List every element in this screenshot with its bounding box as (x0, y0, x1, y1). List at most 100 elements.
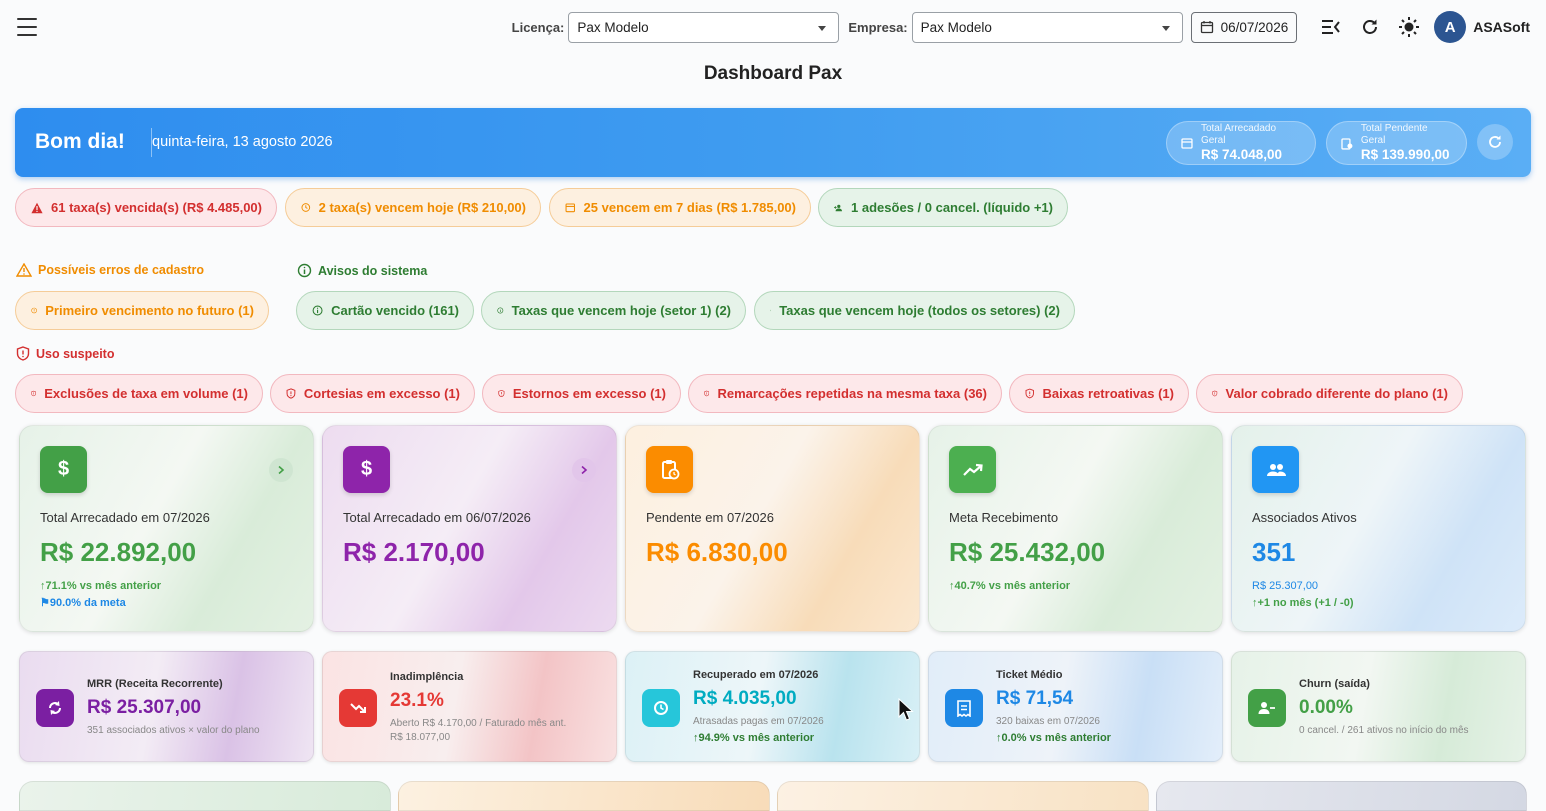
card-title: Meta Recebimento (949, 510, 1058, 525)
bottom-card-4[interactable] (1156, 781, 1527, 811)
card-total-arrecadado-dia[interactable]: $ Total Arrecadado em 06/07/2026 R$ 2.17… (322, 425, 617, 632)
section-suspeito-title: Uso suspeito (16, 346, 115, 361)
licenca-select[interactable]: Pax Modelo (568, 12, 839, 43)
total-pendente-geral: Total Pendente Geral R$ 139.990,00 (1326, 121, 1467, 165)
chip-valor-diferente[interactable]: Valor cobrado diferente do plano (1) (1196, 374, 1463, 413)
total-pendente-geral-value: R$ 139.990,00 (1361, 147, 1454, 163)
bottom-card-2[interactable] (398, 781, 770, 811)
empresa-value: Pax Modelo (921, 20, 992, 35)
chip-taxas-todos-setores[interactable]: Taxas que vencem hoje (todos os setores)… (754, 291, 1075, 330)
mini-card-ticket-medio[interactable]: Ticket Médio R$ 71,54 320 baixas em 07/2… (928, 651, 1223, 762)
section-title-text: Possíveis erros de cadastro (38, 263, 204, 277)
trending-up-icon (949, 446, 996, 493)
chip-exclusoes[interactable]: Exclusões de taxa em volume (1) (15, 374, 263, 413)
section-title-text: Avisos do sistema (318, 264, 427, 278)
shield-alert-icon (16, 346, 30, 361)
chip-label: Taxas que vencem hoje (setor 1) (2) (512, 303, 731, 318)
mini-card-sub: 351 associados ativos × valor do plano (87, 724, 260, 738)
refresh-icon[interactable] (1354, 11, 1386, 43)
person-remove-icon (1248, 689, 1286, 727)
card-title: Pendente em 07/2026 (646, 510, 774, 525)
chip-label: 25 vencem em 7 dias (R$ 1.785,00) (584, 200, 796, 215)
total-arrecadado-geral-value: R$ 74.048,00 (1201, 147, 1303, 163)
card-meta: ⚑90.0% da meta (40, 596, 126, 609)
shield-alert-icon (704, 386, 709, 401)
group-icon (1252, 446, 1299, 493)
warning-icon (31, 201, 43, 215)
bottom-card-1[interactable] (19, 781, 391, 811)
shield-alert-icon (286, 386, 296, 401)
mini-card-growth: ↑0.0% vs mês anterior (996, 732, 1111, 744)
card-growth: ↑+1 no mês (+1 / -0) (1252, 597, 1353, 609)
mini-card-sub: 320 baixas em 07/2026 (996, 715, 1100, 729)
chip-vencem-hoje[interactable]: 2 taxa(s) vencem hoje (R$ 210,00) (285, 188, 541, 227)
card-pendente[interactable]: Pendente em 07/2026 R$ 6.830,00 (625, 425, 920, 632)
section-sistema-title: Avisos do sistema (297, 263, 427, 278)
clipboard-clock-icon (1341, 137, 1353, 150)
mini-card-value: R$ 25.307,00 (87, 697, 201, 719)
card-value: R$ 22.892,00 (40, 537, 196, 568)
chip-taxas-vencidas[interactable]: 61 taxa(s) vencida(s) (R$ 4.485,00) (15, 188, 277, 227)
greeting-banner: Bom dia! quinta-feira, 13 agosto 2026 To… (15, 108, 1531, 177)
licenca-label: Licença: (512, 20, 565, 35)
mini-card-growth-text: 0.0% vs mês anterior (1002, 732, 1111, 744)
chip-cartao-vencido[interactable]: Cartão vencido (161) (296, 291, 474, 330)
chip-label: Cortesias em excesso (1) (304, 386, 460, 401)
mini-card-mrr[interactable]: MRR (Receita Recorrente) R$ 25.307,00 35… (19, 651, 314, 762)
licenca-value: Pax Modelo (577, 20, 648, 35)
mini-card-recuperado[interactable]: Recuperado em 07/2026 R$ 4.035,00 Atrasa… (625, 651, 920, 762)
card-mrr: R$ 25.307,00 (1252, 580, 1318, 592)
card-meta-recebimento[interactable]: Meta Recebimento R$ 25.432,00 ↑40.7% vs … (928, 425, 1223, 632)
shield-alert-icon (498, 386, 505, 401)
date-picker[interactable]: 06/07/2026 (1191, 12, 1298, 43)
mini-card-sub: Aberto R$ 4.170,00 / Faturado mês ant. (390, 717, 566, 731)
mini-card-sub: Atrasadas pagas em 07/2026 (693, 715, 824, 729)
chip-taxas-setor-1[interactable]: Taxas que vencem hoje (setor 1) (2) (481, 291, 746, 330)
mini-card-growth-text: 94.9% vs mês anterior (699, 732, 815, 744)
chip-vencem-7-dias[interactable]: 25 vencem em 7 dias (R$ 1.785,00) (549, 188, 811, 227)
card-value: R$ 6.830,00 (646, 537, 788, 568)
chevron-down-icon (1162, 26, 1170, 31)
info-icon (497, 303, 504, 318)
chevron-right-icon[interactable] (269, 458, 293, 482)
empresa-select[interactable]: Pax Modelo (912, 12, 1183, 43)
card-value: 351 (1252, 537, 1295, 568)
chip-estornos[interactable]: Estornos em excesso (1) (482, 374, 681, 413)
avatar[interactable]: A (1434, 11, 1466, 43)
card-title: Total Arrecadado em 07/2026 (40, 510, 210, 525)
empresa-label: Empresa: (848, 20, 907, 35)
info-icon (770, 303, 771, 318)
chip-baixas-retroativas[interactable]: Baixas retroativas (1) (1009, 374, 1189, 413)
hero-refresh-icon[interactable] (1477, 124, 1513, 160)
chip-adesoes[interactable]: 1 adesões / 0 cancel. (líquido +1) (818, 188, 1068, 227)
top-bar: Licença: Pax Modelo Empresa: Pax Modelo … (0, 0, 1546, 54)
mini-card-inadimplencia[interactable]: Inadimplência 23.1% Aberto R$ 4.170,00 /… (322, 651, 617, 762)
section-title-text: Uso suspeito (36, 347, 115, 361)
bottom-card-3[interactable] (777, 781, 1149, 811)
user-name[interactable]: ASASoft (1473, 19, 1530, 35)
page-title: Dashboard Pax (0, 63, 1546, 85)
chevron-down-icon (818, 26, 826, 31)
chevron-right-icon[interactable] (572, 458, 596, 482)
trending-down-icon (339, 689, 377, 727)
chip-primeiro-vencimento[interactable]: Primeiro vencimento no futuro (1) (15, 291, 269, 330)
mini-card-sub: 0 cancel. / 261 ativos no início do mês (1299, 724, 1469, 738)
hamburger-menu-icon[interactable] (16, 17, 38, 37)
mini-card-churn[interactable]: Churn (saída) 0.00% 0 cancel. / 261 ativ… (1231, 651, 1526, 762)
flag-icon: ⚑ (40, 597, 50, 609)
card-growth-text: 40.7% vs mês anterior (955, 580, 1071, 592)
chip-label: 2 taxa(s) vencem hoje (R$ 210,00) (319, 200, 526, 215)
chip-cortesias[interactable]: Cortesias em excesso (1) (270, 374, 475, 413)
date-value: 06/07/2026 (1221, 20, 1289, 35)
theme-toggle-sun-icon[interactable] (1393, 11, 1425, 43)
mini-card-value: 0.00% (1299, 697, 1353, 719)
mini-card-value: 23.1% (390, 690, 444, 712)
card-associados-ativos[interactable]: Associados Ativos 351 R$ 25.307,00 ↑+1 n… (1231, 425, 1526, 632)
card-growth: ↑40.7% vs mês anterior (949, 580, 1070, 592)
clock-icon (301, 200, 311, 215)
chip-label: Cartão vencido (161) (331, 303, 459, 318)
total-pendente-geral-label: Total Pendente Geral (1361, 123, 1454, 147)
card-total-arrecadado-mes[interactable]: $ Total Arrecadado em 07/2026 R$ 22.892,… (19, 425, 314, 632)
chip-remarcacoes[interactable]: Remarcações repetidas na mesma taxa (36) (688, 374, 1002, 413)
collapse-menu-icon[interactable] (1315, 11, 1347, 43)
